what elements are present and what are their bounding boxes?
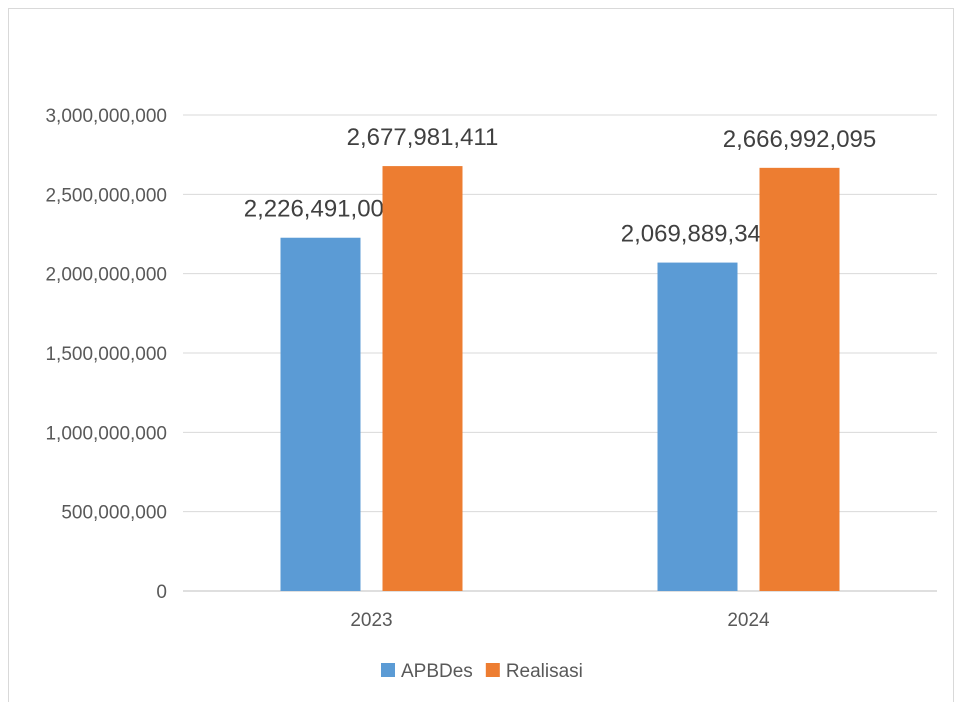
y-tick-label: 3,000,000,000 xyxy=(45,106,167,127)
y-tick-label: 1,500,000,000 xyxy=(45,344,167,365)
x-tick-label: 2024 xyxy=(727,610,770,631)
y-tick-label: 500,000,000 xyxy=(61,503,167,524)
x-axis-tick-labels: 2023 2024 xyxy=(350,610,770,631)
y-tick-label: 1,000,000,000 xyxy=(45,423,167,444)
legend-swatch-realisasi xyxy=(485,663,500,677)
bar-realisasi-2023 xyxy=(382,166,463,591)
data-label: 2,069,889,340 xyxy=(621,221,774,248)
chart-frame xyxy=(8,8,954,702)
data-label: 2,677,981,411 xyxy=(347,124,499,151)
bar-apbdes-2024 xyxy=(657,262,738,591)
bar-apbdes-2023 xyxy=(280,237,361,591)
data-label: 2,666,992,095 xyxy=(723,126,876,153)
legend-label-realisasi: Realisasi xyxy=(506,661,583,682)
data-label: 2,226,491,000 xyxy=(244,196,397,223)
x-tick-label: 2023 xyxy=(350,610,392,631)
bars: 2,226,491,000 2,677,981,411 2,069,889,340 2… xyxy=(244,124,876,591)
y-tick-label: 2,500,000,000 xyxy=(45,185,167,206)
y-axis-tick-labels: 0 500,000,000 1,000,000,000 1,500,000,000 2,… xyxy=(45,106,167,603)
legend-label-apbdes: APBDes xyxy=(401,661,473,682)
y-tick-label: 0 xyxy=(156,582,167,603)
legend: APBDes Realisasi xyxy=(381,661,583,682)
bar-realisasi-2024 xyxy=(759,167,840,591)
legend-swatch-apbdes xyxy=(381,663,395,677)
y-tick-label: 2,000,000,000 xyxy=(45,265,167,286)
